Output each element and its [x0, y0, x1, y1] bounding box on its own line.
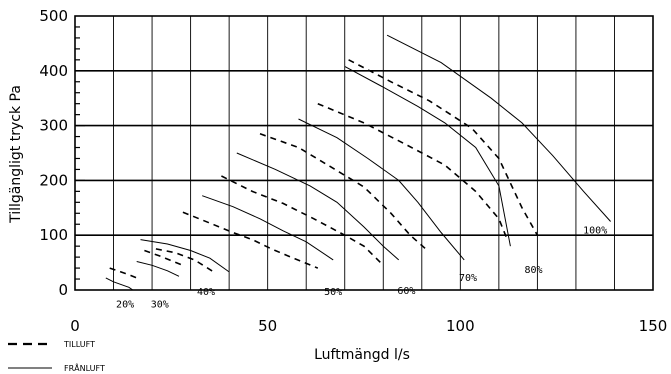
franluft-line-20pct [105, 277, 134, 291]
x-tick-label: 100 [446, 317, 475, 335]
x-tick-label: 150 [639, 317, 668, 335]
y-tick-label: 100 [39, 226, 68, 244]
x-tick-label: 50 [258, 317, 277, 335]
y-tick-label: 400 [39, 62, 68, 80]
speed-label-70pct: 70% [459, 273, 477, 284]
chart-tick-labels: 0 100 200 300 400 500 0 50 100 150 [39, 7, 667, 335]
tilluft-line-100pct [348, 59, 539, 236]
speed-label-50pct: 50% [324, 287, 342, 298]
tilluft-line-30pct [144, 249, 184, 267]
tilluft-line-20pct [109, 267, 138, 279]
chart-grid [75, 16, 653, 290]
x-tick-label: 0 [70, 317, 80, 335]
franluft-line-70pct [298, 118, 465, 261]
speed-label-60pct: 60% [397, 286, 415, 297]
speed-label-40pct: 40% [197, 287, 215, 298]
chart-speed-labels: 20% 30% 40% 50% 60% 70% 80% 100% [116, 226, 607, 311]
speed-label-20pct: 20% [116, 300, 134, 311]
legend-label-tilluft: TILLUFT [63, 340, 95, 349]
chart-axes [74, 15, 654, 291]
tilluft-line-80pct [317, 102, 508, 239]
tilluft-line-50pct [182, 211, 319, 269]
franluft-line-50pct [202, 195, 334, 261]
y-tick-label: 500 [39, 7, 68, 25]
franluft-line-60pct [236, 152, 400, 261]
legend-label-franluft: FRÅNLUFT [64, 362, 105, 373]
legend: TILLUFT FRÅNLUFT [8, 340, 105, 373]
speed-label-30pct: 30% [151, 300, 169, 311]
chart-series [105, 34, 611, 291]
plot-frame [74, 15, 654, 291]
franluft-line-40pct [140, 239, 230, 273]
y-tick-label: 300 [39, 117, 68, 135]
speed-label-100pct: 100% [583, 226, 607, 237]
y-tick-label: 0 [58, 281, 68, 299]
franluft-line-30pct [136, 261, 180, 277]
y-axis-title: Tillgängligt tryck Pa [8, 85, 24, 224]
franluft-line-80pct [344, 65, 511, 247]
x-axis-title: Luftmängd l/s [314, 347, 410, 363]
tilluft-line-40pct [155, 248, 215, 273]
y-tick-label: 200 [39, 171, 68, 189]
speed-label-80pct: 80% [525, 265, 543, 276]
franluft-line-100pct [386, 34, 611, 222]
tilluft-line-60pct [221, 175, 384, 266]
